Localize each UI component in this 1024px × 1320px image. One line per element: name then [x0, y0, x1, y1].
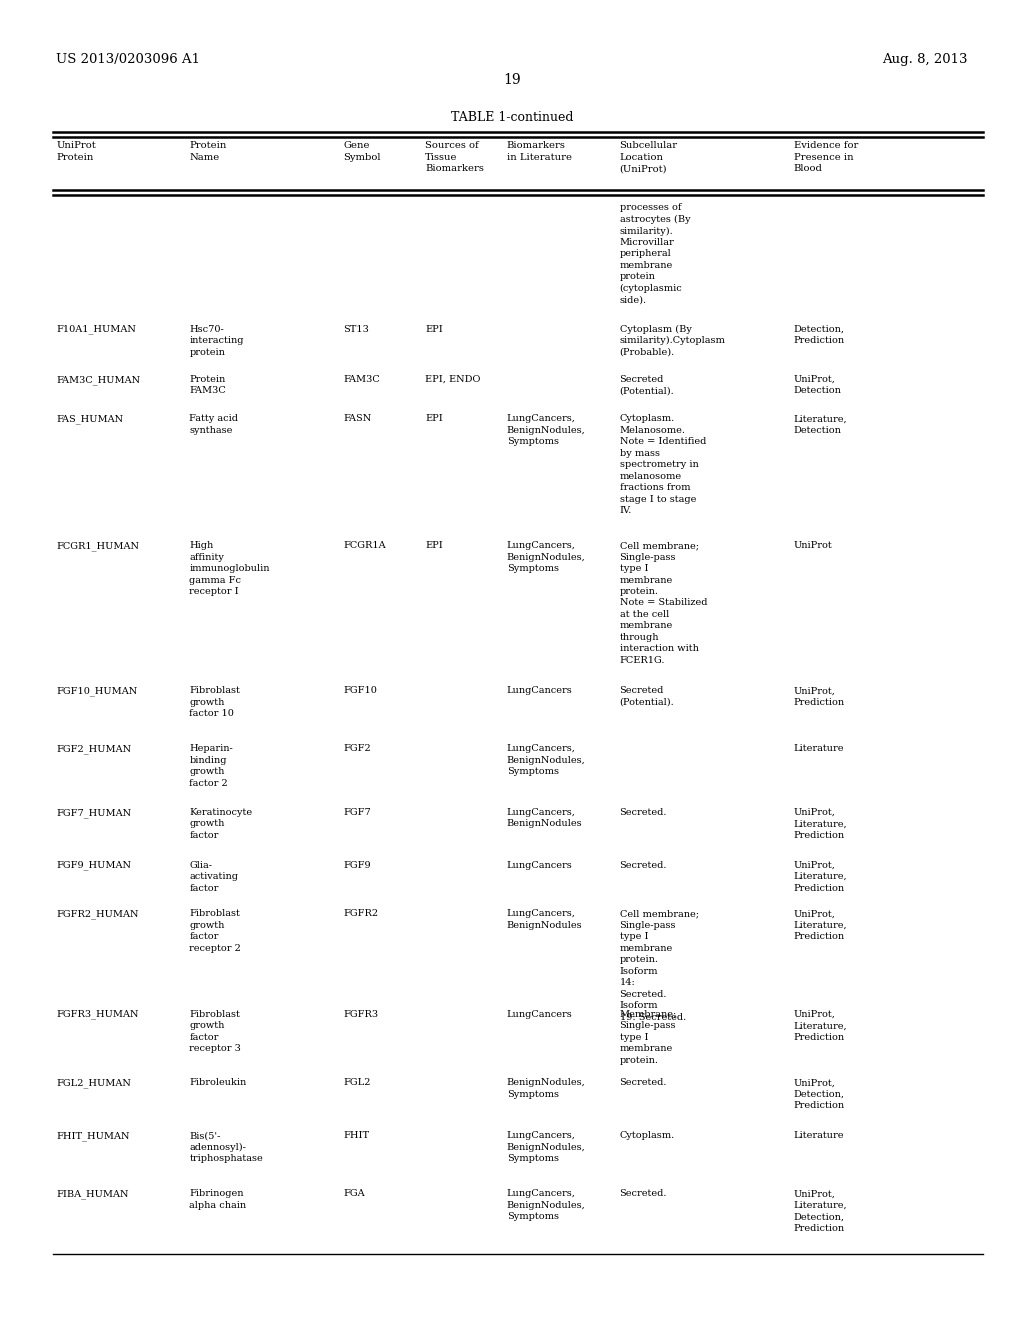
Text: Protein
Name: Protein Name — [189, 141, 226, 161]
Text: Literature: Literature — [794, 1131, 844, 1140]
Text: FGFR2_HUMAN: FGFR2_HUMAN — [56, 909, 139, 919]
Text: High
affinity
immunoglobulin
gamma Fc
receptor I: High affinity immunoglobulin gamma Fc re… — [189, 541, 270, 597]
Text: ST13: ST13 — [343, 325, 369, 334]
Text: TABLE 1-continued: TABLE 1-continued — [451, 111, 573, 124]
Text: Secreted.: Secreted. — [620, 1189, 667, 1199]
Text: UniProt,
Literature,
Detection,
Prediction: UniProt, Literature, Detection, Predicti… — [794, 1189, 847, 1233]
Text: FASN: FASN — [343, 414, 372, 424]
Text: Secreted
(Potential).: Secreted (Potential). — [620, 375, 674, 395]
Text: Cytoplasm.: Cytoplasm. — [620, 1131, 675, 1140]
Text: LungCancers,
BenignNodules: LungCancers, BenignNodules — [507, 909, 583, 929]
Text: Fibrinogen
alpha chain: Fibrinogen alpha chain — [189, 1189, 247, 1209]
Text: FGF10_HUMAN: FGF10_HUMAN — [56, 686, 137, 696]
Text: LungCancers,
BenignNodules,
Symptoms: LungCancers, BenignNodules, Symptoms — [507, 1131, 586, 1163]
Text: Secreted.: Secreted. — [620, 861, 667, 870]
Text: FGF7_HUMAN: FGF7_HUMAN — [56, 808, 131, 817]
Text: LungCancers,
BenignNodules: LungCancers, BenignNodules — [507, 808, 583, 828]
Text: Cytoplasm.
Melanosome.
Note = Identified
by mass
spectrometry in
melanosome
frac: Cytoplasm. Melanosome. Note = Identified… — [620, 414, 706, 515]
Text: Protein
FAM3C: Protein FAM3C — [189, 375, 226, 395]
Text: Membrane;
Single-pass
type I
membrane
protein.: Membrane; Single-pass type I membrane pr… — [620, 1010, 677, 1065]
Text: Hsc70-
interacting
protein: Hsc70- interacting protein — [189, 325, 244, 356]
Text: Fibroleukin: Fibroleukin — [189, 1078, 247, 1088]
Text: Detection,
Prediction: Detection, Prediction — [794, 325, 845, 345]
Text: BenignNodules,
Symptoms: BenignNodules, Symptoms — [507, 1078, 586, 1098]
Text: LungCancers,
BenignNodules,
Symptoms: LungCancers, BenignNodules, Symptoms — [507, 1189, 586, 1221]
Text: FGF10: FGF10 — [343, 686, 377, 696]
Text: FIBA_HUMAN: FIBA_HUMAN — [56, 1189, 129, 1199]
Text: UniProt,
Literature,
Prediction: UniProt, Literature, Prediction — [794, 861, 847, 892]
Text: FGF9: FGF9 — [343, 861, 371, 870]
Text: EPI: EPI — [425, 541, 442, 550]
Text: FGF2_HUMAN: FGF2_HUMAN — [56, 744, 131, 754]
Text: FHIT: FHIT — [343, 1131, 370, 1140]
Text: Sources of
Tissue
Biomarkers: Sources of Tissue Biomarkers — [425, 141, 483, 173]
Text: Secreted.: Secreted. — [620, 808, 667, 817]
Text: FGF7: FGF7 — [343, 808, 371, 817]
Text: processes of
astrocytes (By
similarity).
Microvillar
peripheral
membrane
protein: processes of astrocytes (By similarity).… — [620, 203, 690, 305]
Text: Secreted
(Potential).: Secreted (Potential). — [620, 686, 674, 706]
Text: Glia-
activating
factor: Glia- activating factor — [189, 861, 239, 892]
Text: FGFR2: FGFR2 — [343, 909, 378, 919]
Text: EPI: EPI — [425, 414, 442, 424]
Text: UniProt,
Detection: UniProt, Detection — [794, 375, 842, 395]
Text: FAM3C_HUMAN: FAM3C_HUMAN — [56, 375, 140, 384]
Text: Gene
Symbol: Gene Symbol — [343, 141, 381, 161]
Text: US 2013/0203096 A1: US 2013/0203096 A1 — [56, 53, 201, 66]
Text: LungCancers: LungCancers — [507, 861, 572, 870]
Text: Biomarkers
in Literature: Biomarkers in Literature — [507, 141, 571, 161]
Text: Bis(5'-
adennosyl)-
triphosphatase: Bis(5'- adennosyl)- triphosphatase — [189, 1131, 263, 1163]
Text: UniProt
Protein: UniProt Protein — [56, 141, 96, 161]
Text: UniProt,
Detection,
Prediction: UniProt, Detection, Prediction — [794, 1078, 845, 1110]
Text: Literature: Literature — [794, 744, 844, 754]
Text: Literature,
Detection: Literature, Detection — [794, 414, 847, 434]
Text: Cell membrane;
Single-pass
type I
membrane
protein.
Isoform
14:
Secreted.
Isofor: Cell membrane; Single-pass type I membra… — [620, 909, 698, 1022]
Text: UniProt,
Literature,
Prediction: UniProt, Literature, Prediction — [794, 909, 847, 941]
Text: Subcellular
Location
(UniProt): Subcellular Location (UniProt) — [620, 141, 678, 173]
Text: FGFR3_HUMAN: FGFR3_HUMAN — [56, 1010, 139, 1019]
Text: Keratinocyte
growth
factor: Keratinocyte growth factor — [189, 808, 253, 840]
Text: 19: 19 — [503, 73, 521, 87]
Text: UniProt,
Literature,
Prediction: UniProt, Literature, Prediction — [794, 808, 847, 840]
Text: FGA: FGA — [343, 1189, 365, 1199]
Text: EPI: EPI — [425, 325, 442, 334]
Text: Secreted.: Secreted. — [620, 1078, 667, 1088]
Text: LungCancers,
BenignNodules,
Symptoms: LungCancers, BenignNodules, Symptoms — [507, 744, 586, 776]
Text: Fibroblast
growth
factor
receptor 2: Fibroblast growth factor receptor 2 — [189, 909, 242, 953]
Text: FAS_HUMAN: FAS_HUMAN — [56, 414, 124, 424]
Text: FAM3C: FAM3C — [343, 375, 380, 384]
Text: Fibroblast
growth
factor
receptor 3: Fibroblast growth factor receptor 3 — [189, 1010, 242, 1053]
Text: LungCancers,
BenignNodules,
Symptoms: LungCancers, BenignNodules, Symptoms — [507, 414, 586, 446]
Text: EPI, ENDO: EPI, ENDO — [425, 375, 480, 384]
Text: Cell membrane;
Single-pass
type I
membrane
protein.
Note = Stabilized
at the cel: Cell membrane; Single-pass type I membra… — [620, 541, 707, 665]
Text: LungCancers,
BenignNodules,
Symptoms: LungCancers, BenignNodules, Symptoms — [507, 541, 586, 573]
Text: Evidence for
Presence in
Blood: Evidence for Presence in Blood — [794, 141, 858, 173]
Text: LungCancers: LungCancers — [507, 1010, 572, 1019]
Text: UniProt: UniProt — [794, 541, 833, 550]
Text: UniProt,
Literature,
Prediction: UniProt, Literature, Prediction — [794, 1010, 847, 1041]
Text: FGFR3: FGFR3 — [343, 1010, 378, 1019]
Text: FGL2_HUMAN: FGL2_HUMAN — [56, 1078, 131, 1088]
Text: FCGR1_HUMAN: FCGR1_HUMAN — [56, 541, 139, 550]
Text: FCGR1A: FCGR1A — [343, 541, 386, 550]
Text: F10A1_HUMAN: F10A1_HUMAN — [56, 325, 136, 334]
Text: Aug. 8, 2013: Aug. 8, 2013 — [883, 53, 968, 66]
Text: FHIT_HUMAN: FHIT_HUMAN — [56, 1131, 130, 1140]
Text: FGF9_HUMAN: FGF9_HUMAN — [56, 861, 131, 870]
Text: Cytoplasm (By
similarity).Cytoplasm
(Probable).: Cytoplasm (By similarity).Cytoplasm (Pro… — [620, 325, 725, 356]
Text: UniProt,
Prediction: UniProt, Prediction — [794, 686, 845, 706]
Text: FGL2: FGL2 — [343, 1078, 371, 1088]
Text: FGF2: FGF2 — [343, 744, 371, 754]
Text: Fatty acid
synthase: Fatty acid synthase — [189, 414, 239, 434]
Text: Fibroblast
growth
factor 10: Fibroblast growth factor 10 — [189, 686, 241, 718]
Text: Heparin-
binding
growth
factor 2: Heparin- binding growth factor 2 — [189, 744, 233, 788]
Text: LungCancers: LungCancers — [507, 686, 572, 696]
